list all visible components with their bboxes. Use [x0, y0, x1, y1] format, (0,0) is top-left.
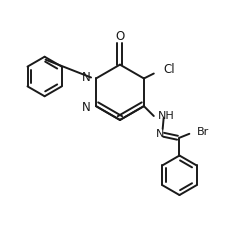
Text: N: N [82, 101, 91, 114]
Text: NH: NH [158, 111, 174, 121]
Text: Br: Br [197, 127, 210, 137]
Text: Cl: Cl [164, 63, 175, 76]
Text: N: N [82, 71, 91, 84]
Text: O: O [115, 30, 125, 44]
Text: N: N [155, 129, 164, 139]
